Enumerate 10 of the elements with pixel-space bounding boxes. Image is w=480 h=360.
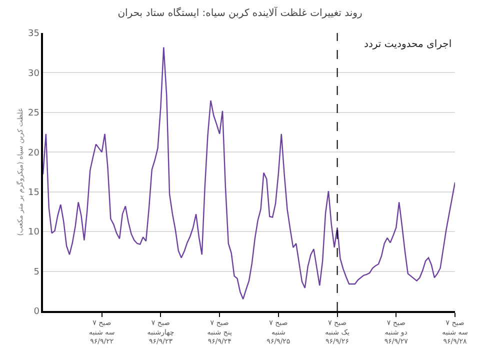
ref-line-label: اجرای محدودیت تردد [364, 39, 452, 50]
y-tick-label: 10 [28, 228, 40, 238]
y-tick-label: 35 [28, 29, 40, 40]
y-tick-label: 20 [28, 148, 40, 158]
y-tick-label: 0 [34, 307, 40, 318]
chart-title: روند تغییرات غلظت آلاینده کربن سیاه: ایستگاه ستاد بحران [118, 6, 362, 19]
y-tick-label: 25 [28, 108, 40, 119]
y-tick-label: 5 [34, 267, 40, 278]
y-tick-label: 15 [28, 188, 40, 198]
y-tick-label: 30 [28, 68, 40, 79]
